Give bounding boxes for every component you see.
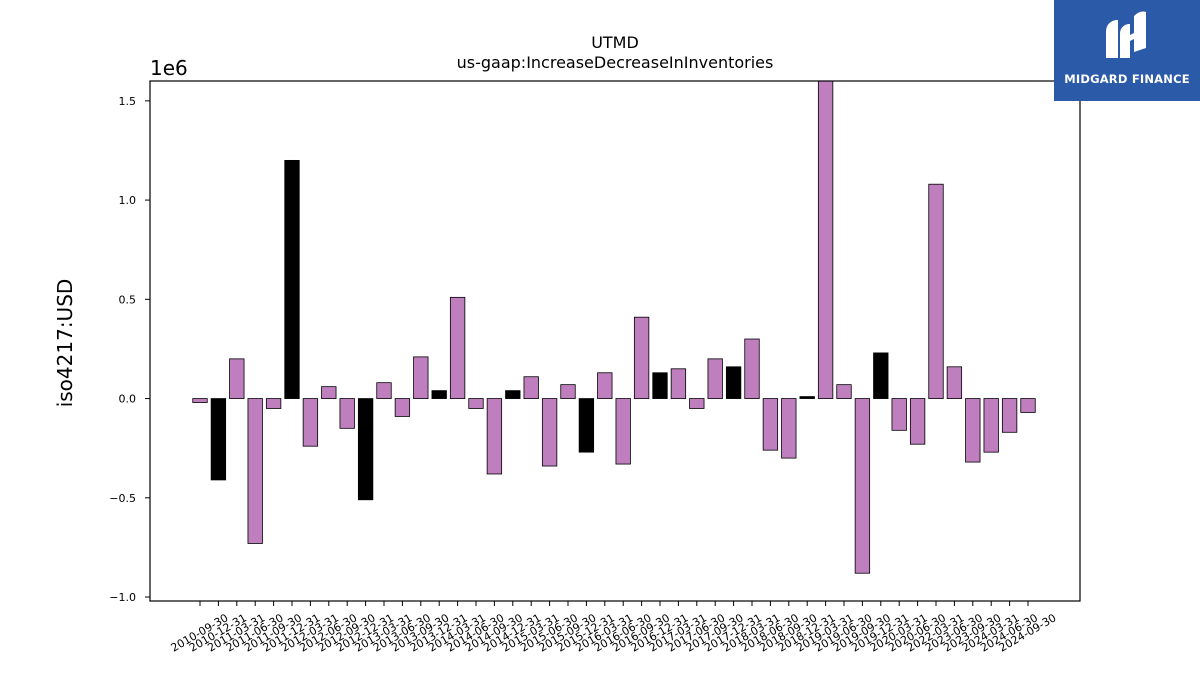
bar (725, 366, 742, 399)
bar (615, 398, 631, 465)
bar (486, 398, 503, 475)
bar (689, 398, 705, 409)
bar (670, 368, 687, 399)
x-axis: 2010-09-302010-12-312011-03-312011-06-30… (169, 601, 1059, 655)
bar (523, 376, 539, 399)
plot-frame (149, 80, 1081, 602)
y-axis-label: iso4217:USD (53, 279, 77, 408)
bar (744, 338, 760, 399)
y-tick-label: −0.5 (109, 492, 136, 505)
bar (376, 382, 392, 399)
bar (229, 358, 245, 399)
bar (284, 159, 300, 399)
y-tick-label: −1.0 (109, 591, 136, 604)
bar (541, 398, 558, 467)
bar (909, 398, 926, 445)
bar (431, 390, 447, 399)
bar (505, 390, 521, 399)
bar (321, 386, 337, 399)
bar (836, 384, 852, 399)
brand-logo: MIDGARD FINANCE (1054, 0, 1200, 101)
chart-subtitle: us-gaap:IncreaseDecreaseInInventories (457, 53, 774, 72)
bar (707, 358, 723, 399)
bar (560, 384, 576, 399)
bar (652, 372, 668, 399)
bar (449, 296, 466, 399)
bar (891, 398, 907, 431)
y-scale-label: 1e6 (150, 56, 188, 80)
bar (633, 316, 650, 399)
bar (965, 398, 981, 463)
bar (192, 398, 208, 403)
midgard-logo-icon (1106, 11, 1146, 58)
bar (873, 352, 889, 399)
bar (339, 398, 355, 429)
bar (781, 398, 797, 459)
bar (210, 398, 227, 481)
bar (983, 398, 999, 453)
bar (247, 398, 263, 544)
bar (1001, 398, 1018, 433)
bar (799, 396, 815, 399)
bar (817, 80, 834, 399)
chart-title: UTMD (591, 33, 639, 52)
bar (578, 398, 595, 453)
bar (394, 398, 411, 417)
bar (302, 398, 319, 447)
bar (762, 398, 779, 451)
y-tick-label: 0.5 (119, 293, 137, 306)
bar (265, 398, 282, 409)
y-tick-label: 1.5 (119, 95, 137, 108)
y-axis: −1.0 −0.5 0.0 0.5 1.0 1.5 (109, 95, 150, 604)
bar (357, 398, 374, 501)
bar (928, 183, 944, 399)
y-tick-label: 1.0 (119, 194, 137, 207)
y-tick-label: 0.0 (119, 393, 137, 406)
bar (597, 372, 613, 399)
bar (468, 398, 484, 409)
bar (413, 356, 429, 399)
brand-name: MIDGARD FINANCE (1064, 72, 1190, 86)
bar (854, 398, 871, 574)
bar (946, 366, 963, 399)
bar (1020, 398, 1036, 413)
bar-series (192, 80, 1036, 574)
